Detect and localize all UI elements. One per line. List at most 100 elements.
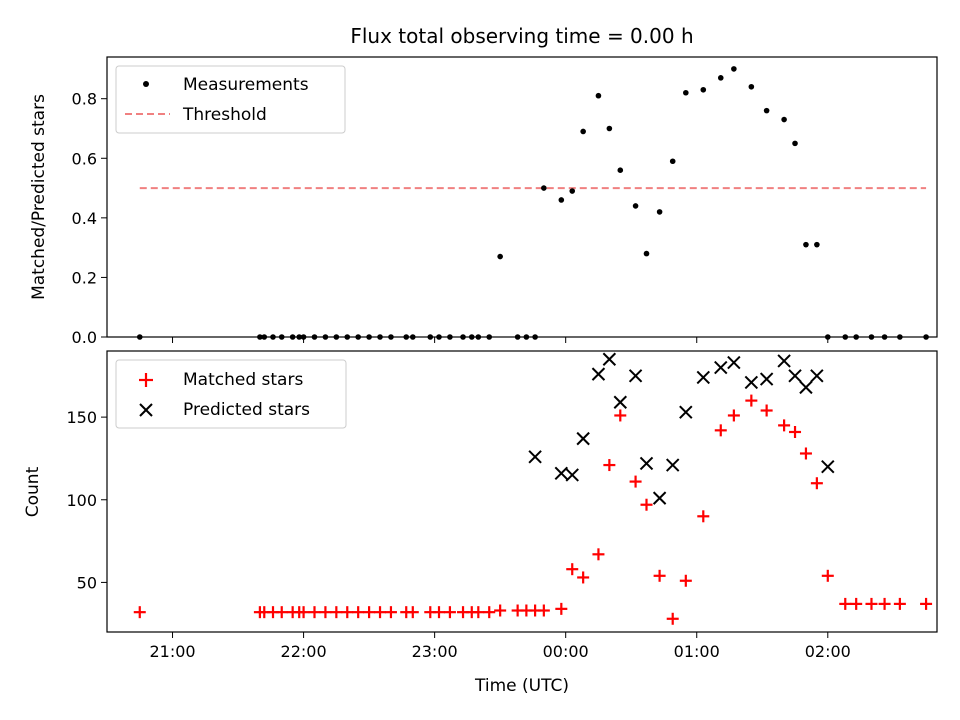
bottom-plot-panel: 50 100 150 21:00 22:00 23:00 00:00 01:00 02:00 C… [23, 350, 938, 696]
measurement-point [541, 185, 547, 191]
bottom-x-tick-label: 02:00 [805, 642, 851, 661]
matched-star-point [443, 606, 456, 619]
matched-star-point [839, 597, 852, 610]
predicted-star-stroke [799, 380, 813, 395]
matched-star-point [640, 498, 653, 511]
matched-star-point [363, 606, 376, 619]
matched-star-point [666, 612, 679, 625]
predicted-star-point [628, 369, 643, 383]
bottom-legend-box [115, 359, 347, 429]
bottom-y-tick-label: 100 [66, 491, 97, 510]
measurement-point [717, 75, 724, 81]
predicted-star-stroke [679, 405, 693, 419]
predicted-star-point [727, 355, 741, 370]
matched-star-point [920, 597, 933, 610]
predicted-star-point [696, 370, 710, 385]
matched-star-point [727, 409, 740, 422]
predicted-star-stroke [602, 352, 617, 366]
top-y-tick-label: 0.8 [72, 90, 97, 109]
bottom-y-axis-label: Count [23, 466, 43, 517]
matched-star-point [821, 569, 834, 582]
top-axes-ticks: 0.0 0.2 0.4 0.6 0.8 [72, 90, 829, 347]
matched-star-point [653, 569, 666, 582]
matched-star-point [893, 597, 906, 610]
predicted-star-point [679, 405, 693, 419]
predicted-star-stroke [788, 369, 802, 383]
measurement-point [669, 158, 676, 165]
predicted-star-stroke [528, 450, 542, 464]
x-axis-label: Time (UTC) [474, 676, 569, 696]
bottom-x-tick-label: 22:00 [281, 642, 327, 661]
bottom-x-tick-label: 23:00 [412, 642, 458, 661]
matched-star-point [878, 597, 891, 610]
matched-star-point [577, 571, 590, 584]
measurement-point [700, 86, 707, 93]
bottom-x-tick-label: 21:00 [149, 642, 195, 661]
predicted-star-stroke [727, 355, 741, 370]
matched-star-point [537, 604, 550, 617]
top-legend-box [115, 65, 346, 134]
legend-measurements-label: Measurements [183, 75, 309, 95]
matched-star-point [566, 563, 579, 576]
predicted-star-point [744, 375, 759, 390]
measurement-point [617, 167, 624, 173]
top-y-tick-label: 0.4 [72, 209, 97, 228]
measurement-point [763, 107, 770, 114]
predicted-star-point [799, 380, 813, 395]
legend-predicted-marker [139, 403, 153, 417]
matched-star-point [297, 606, 310, 619]
matched-star-point [483, 606, 496, 619]
predicted-star-stroke [777, 354, 791, 368]
predicted-star-point [565, 468, 579, 482]
predicted-star-point [613, 395, 627, 409]
predicted-star-stroke [696, 370, 710, 385]
predicted-star-point [602, 352, 617, 366]
measurement-point [814, 241, 820, 248]
matched-star-point [406, 606, 419, 619]
matched-star-point [341, 606, 354, 619]
predicted-star-point [591, 367, 606, 381]
predicted-star-stroke [554, 466, 569, 481]
bottom-y-tick-label: 50 [77, 573, 97, 592]
predicted-star-point [714, 360, 728, 375]
top-axes-frame [106, 56, 938, 338]
predicted-star-stroke [639, 456, 654, 471]
matched-star-point [352, 606, 365, 619]
measurement-point [643, 250, 650, 257]
predicted-star-point [639, 456, 654, 471]
predicted-stars-series [528, 352, 835, 505]
matched-star-point [133, 606, 146, 619]
predicted-star-point [528, 450, 542, 464]
matched-star-point [629, 475, 642, 488]
measurement-point [580, 128, 586, 135]
predicted-star-point [788, 369, 802, 383]
matched-star-point [810, 477, 823, 490]
matched-star-point [330, 606, 343, 619]
legend-matched-marker [139, 373, 153, 387]
matched-star-point [789, 425, 802, 438]
matched-star-point [760, 404, 773, 417]
matched-star-point [865, 597, 878, 610]
predicted-star-stroke [759, 372, 774, 386]
matched-star-point [679, 574, 692, 587]
predicted-star-stroke [744, 375, 759, 390]
measurement-point [792, 140, 798, 147]
measurement-point [632, 203, 639, 209]
predicted-star-stroke [810, 369, 824, 383]
predicted-star-point [777, 354, 791, 368]
predicted-star-stroke [565, 468, 579, 482]
bottom-y-tick-label: 150 [66, 408, 97, 427]
matched-star-point [555, 602, 568, 615]
measurement-point [748, 83, 755, 90]
measurement-point [558, 197, 565, 203]
matched-star-point [778, 419, 791, 432]
predicted-star-point [666, 458, 680, 472]
measurement-point [683, 89, 689, 96]
matched-star-point [799, 447, 812, 460]
matched-star-point [384, 606, 397, 619]
matched-star-point [745, 394, 758, 407]
predicted-star-stroke [652, 491, 667, 505]
bottom-axes-frame [106, 350, 938, 633]
legend-matched-label: Matched stars [183, 370, 303, 390]
